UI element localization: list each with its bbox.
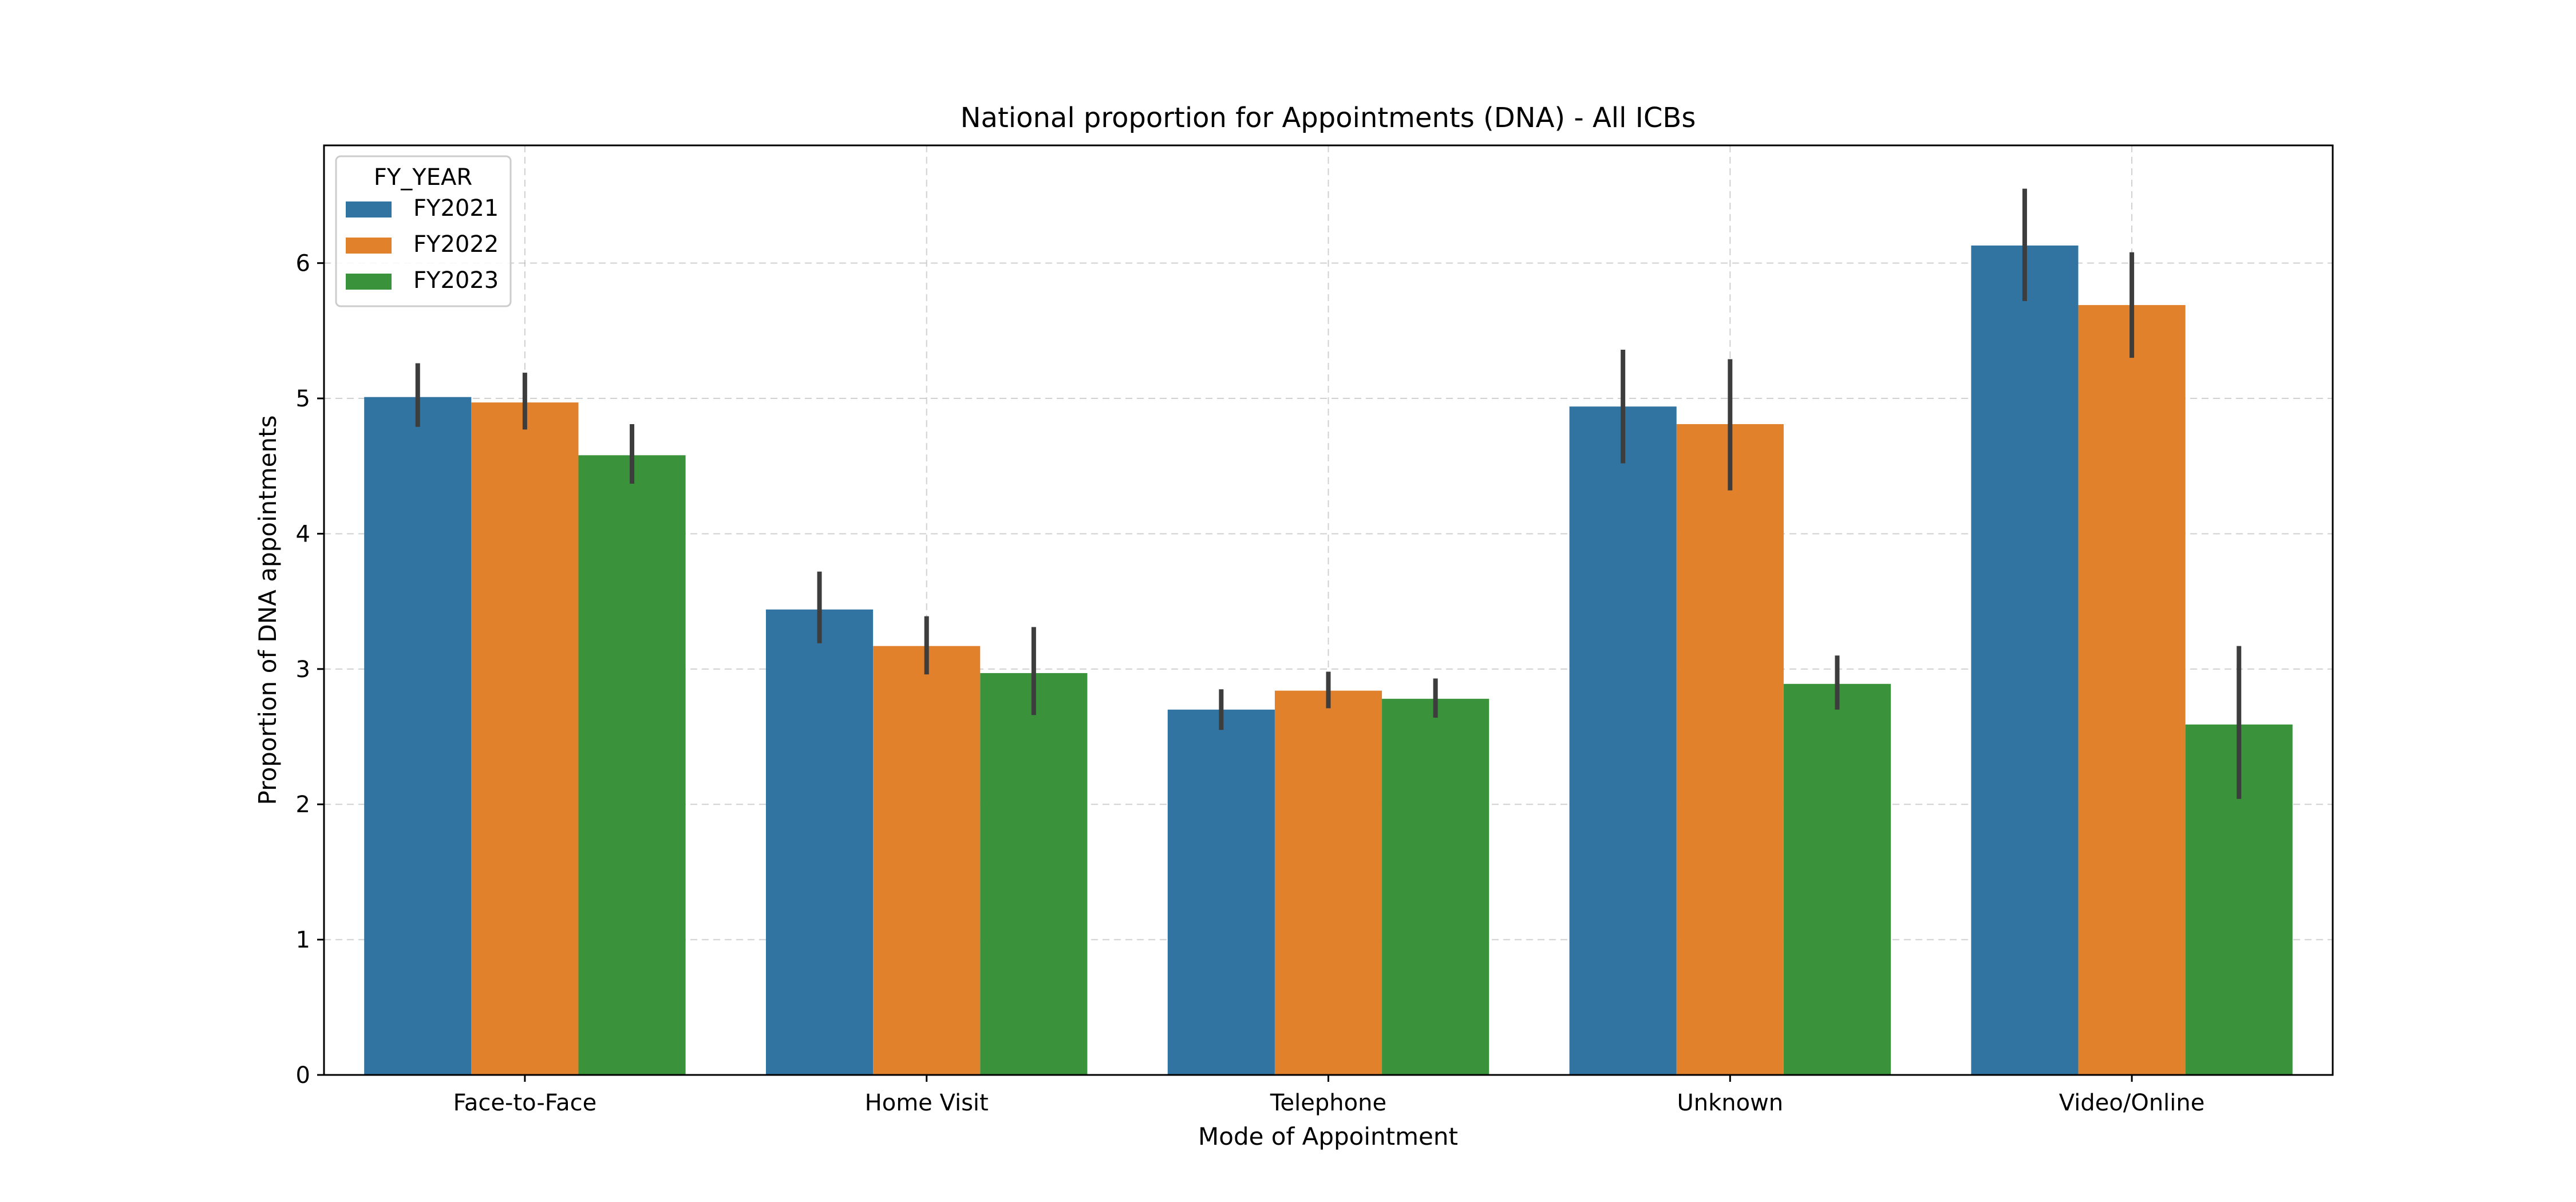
legend-items: FY2021 FY2022 FY2023 xyxy=(346,195,499,294)
y-tick-label: 3 xyxy=(296,657,310,683)
y-tick-label: 4 xyxy=(296,521,310,547)
y-tick-label: 2 xyxy=(296,792,310,818)
error-bars xyxy=(415,188,2242,799)
bar-fy2022-1 xyxy=(873,646,981,1075)
bar-fy2021-0 xyxy=(364,397,472,1076)
legend: FY_YEAR FY2021 FY2022 FY2023 xyxy=(335,155,512,307)
bar-fy2023-3 xyxy=(1783,683,1891,1075)
y-tick-label: 5 xyxy=(296,386,310,412)
bar-fy2021-2 xyxy=(1167,709,1275,1075)
legend-frame xyxy=(335,155,512,307)
x-tick-label: Home Visit xyxy=(865,1090,989,1116)
x-axis-ticks: Face-to-Face Home Visit Telephone Unknown Vi… xyxy=(453,1075,2205,1116)
y-axis-label: Proportion of DNA appointments xyxy=(254,416,282,805)
legend-label-fy2022: FY2022 xyxy=(413,231,499,258)
legend-label-fy2023: FY2023 xyxy=(413,267,499,294)
legend-swatch-fy2021 xyxy=(346,201,392,218)
chart-title: National proportion for Appointments (DN… xyxy=(961,102,1696,134)
bar-fy2023-0 xyxy=(578,455,686,1076)
y-axis-ticks: 0 1 2 3 4 5 6 xyxy=(296,251,324,1089)
bar-fy2021-1 xyxy=(765,609,874,1075)
legend-title: FY_YEAR xyxy=(374,164,472,191)
y-tick-label: 0 xyxy=(296,1062,310,1089)
x-tick-label: Unknown xyxy=(1677,1090,1783,1116)
x-tick-label: Video/Online xyxy=(2059,1090,2205,1116)
x-tick-label: Telephone xyxy=(1270,1090,1386,1116)
bar-fy2023-2 xyxy=(1382,698,1490,1075)
x-axis-label: Mode of Appointment xyxy=(1198,1122,1458,1150)
bars xyxy=(364,245,2293,1076)
bar-fy2021-4 xyxy=(1971,245,2079,1075)
y-tick-label: 1 xyxy=(296,927,310,954)
x-tick-label: Face-to-Face xyxy=(453,1090,597,1116)
bar-fy2023-1 xyxy=(980,673,1088,1075)
bar-fy2022-2 xyxy=(1274,690,1382,1075)
legend-swatch-fy2023 xyxy=(346,274,392,290)
bar-fy2022-0 xyxy=(471,402,579,1076)
bar-fy2022-4 xyxy=(2078,305,2186,1075)
legend-swatch-fy2022 xyxy=(346,238,392,254)
legend-label-fy2021: FY2021 xyxy=(413,195,499,222)
bar-fy2021-3 xyxy=(1569,406,1677,1075)
bar-fy2022-3 xyxy=(1676,424,1784,1075)
y-tick-label: 6 xyxy=(296,251,310,277)
